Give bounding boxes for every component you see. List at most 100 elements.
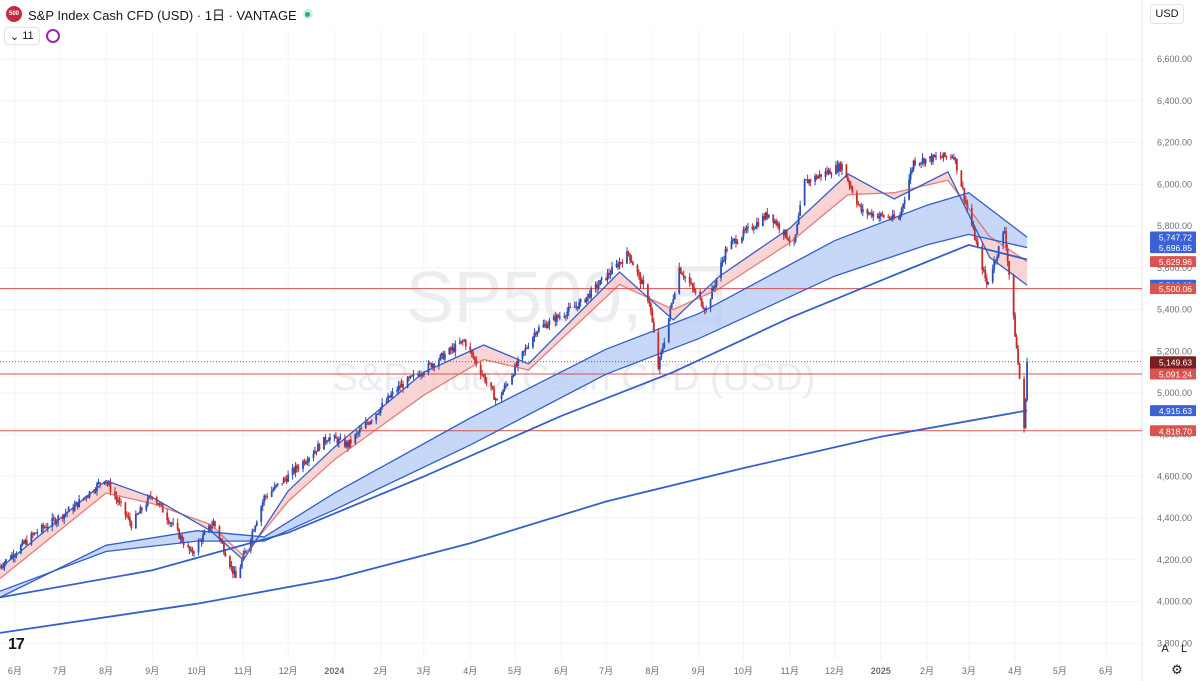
candle-body <box>296 465 298 469</box>
candle-body <box>742 229 745 238</box>
candle-body <box>909 171 912 180</box>
log-scale-button[interactable]: L <box>1180 643 1188 655</box>
candle-body <box>505 384 507 386</box>
candle-body <box>897 218 900 220</box>
candle-body <box>423 372 425 375</box>
candle-body <box>524 347 527 351</box>
candle-body <box>757 222 760 226</box>
candle-body <box>609 273 612 275</box>
candle-body <box>712 287 715 289</box>
market-status-icon[interactable] <box>302 9 313 19</box>
candle-body <box>532 337 534 348</box>
candle-body <box>303 460 306 464</box>
candle-body <box>117 499 119 503</box>
candle-body <box>776 223 779 225</box>
candle-body <box>869 212 872 214</box>
candle-body <box>369 421 372 425</box>
candle-body <box>72 507 75 511</box>
x-tick-label: 6月 <box>8 666 22 676</box>
candle-body <box>975 240 978 242</box>
candle-body <box>367 423 370 425</box>
candle-body <box>576 306 579 309</box>
candle-body <box>514 364 516 376</box>
candle-body <box>961 186 964 189</box>
candle-body <box>552 316 555 321</box>
candle-body <box>726 248 728 250</box>
candle-body <box>918 163 921 165</box>
candle-body <box>145 505 148 511</box>
candle-body <box>0 566 1 568</box>
candle-body <box>715 278 718 286</box>
candle-body <box>818 174 821 177</box>
candle-body <box>443 354 446 360</box>
candle-body <box>364 422 367 429</box>
candle-body <box>391 391 394 395</box>
candle-body <box>136 513 139 515</box>
candle-body <box>282 478 285 484</box>
x-tick-label: 10月 <box>188 666 207 676</box>
candle-body <box>744 229 746 231</box>
candle-body <box>191 549 194 553</box>
candle-body <box>911 169 914 172</box>
candle-body <box>260 506 263 522</box>
moving-average-line <box>0 191 1028 598</box>
price-label-box <box>1150 256 1196 268</box>
time-axis[interactable]: 6月 7月 8月 9月 10月 11月 12月 2024 2月 3月 4月 5月 6月 7月 8月 9月 10月… <box>8 666 1113 676</box>
currency-selector[interactable]: USD <box>1150 4 1184 24</box>
symbol-title[interactable]: S&P Index Cash CFD (USD) · 1日 · VANTAGE <box>28 7 297 23</box>
candle-body <box>590 288 593 298</box>
chevron-down-icon: ⌄ <box>10 30 20 43</box>
candle-body <box>463 340 466 342</box>
candle-body <box>411 375 413 377</box>
candle-body <box>103 481 106 484</box>
candle-body <box>87 496 89 498</box>
candle-body <box>30 533 33 545</box>
candle-body <box>284 478 287 480</box>
candle-body <box>615 263 618 267</box>
x-tick-label: 2024 <box>324 666 344 676</box>
settings-icon[interactable]: ⚙ <box>1171 662 1183 677</box>
candle-body <box>930 156 933 162</box>
candle-body <box>820 174 822 177</box>
candle-body <box>882 214 885 218</box>
horizontal-lines <box>0 288 1142 432</box>
candle-body <box>308 457 310 462</box>
data-sync-icon[interactable] <box>45 29 60 43</box>
x-tick-label: 7月 <box>599 666 613 676</box>
price-labels: 5,747.725,696.855,629.965,516.635,500.06… <box>1150 231 1196 437</box>
candle-body <box>805 179 808 181</box>
candle-body <box>105 481 107 483</box>
candle-body <box>314 450 316 454</box>
candle-body <box>648 300 651 304</box>
candle-body <box>575 306 578 308</box>
candle-body <box>688 276 691 284</box>
candle-body <box>1014 315 1017 337</box>
y-tick-label: 5,400.00 <box>1157 305 1192 315</box>
candle-body <box>233 570 236 574</box>
candle-body <box>461 340 464 342</box>
candle-body <box>302 460 304 469</box>
candle-body <box>839 163 842 171</box>
candle-body <box>785 229 788 239</box>
candle-body <box>252 530 255 532</box>
candle-body <box>266 496 269 498</box>
candle-body <box>451 347 454 351</box>
candle-body <box>94 490 97 492</box>
candle-body <box>1008 261 1011 275</box>
auto-scale-button[interactable]: A <box>1161 643 1169 655</box>
candle-body <box>52 517 55 519</box>
candle-body <box>672 299 675 303</box>
candle-body <box>914 160 916 165</box>
candle-body <box>600 277 603 281</box>
candle-body <box>293 468 295 473</box>
candle-body <box>243 551 246 554</box>
tradingview-logo-icon[interactable]: 17 <box>8 636 25 653</box>
candle-body <box>627 251 630 254</box>
candle-body <box>93 491 95 493</box>
price-axis[interactable]: 3,800.00 4,000.00 4,200.00 4,400.00 4,600.00… <box>1157 54 1192 648</box>
candle-body <box>440 352 443 355</box>
candle-body <box>573 306 576 308</box>
indicators-toggle[interactable]: ⌄ 11 <box>4 27 40 45</box>
candle-body <box>903 199 906 205</box>
